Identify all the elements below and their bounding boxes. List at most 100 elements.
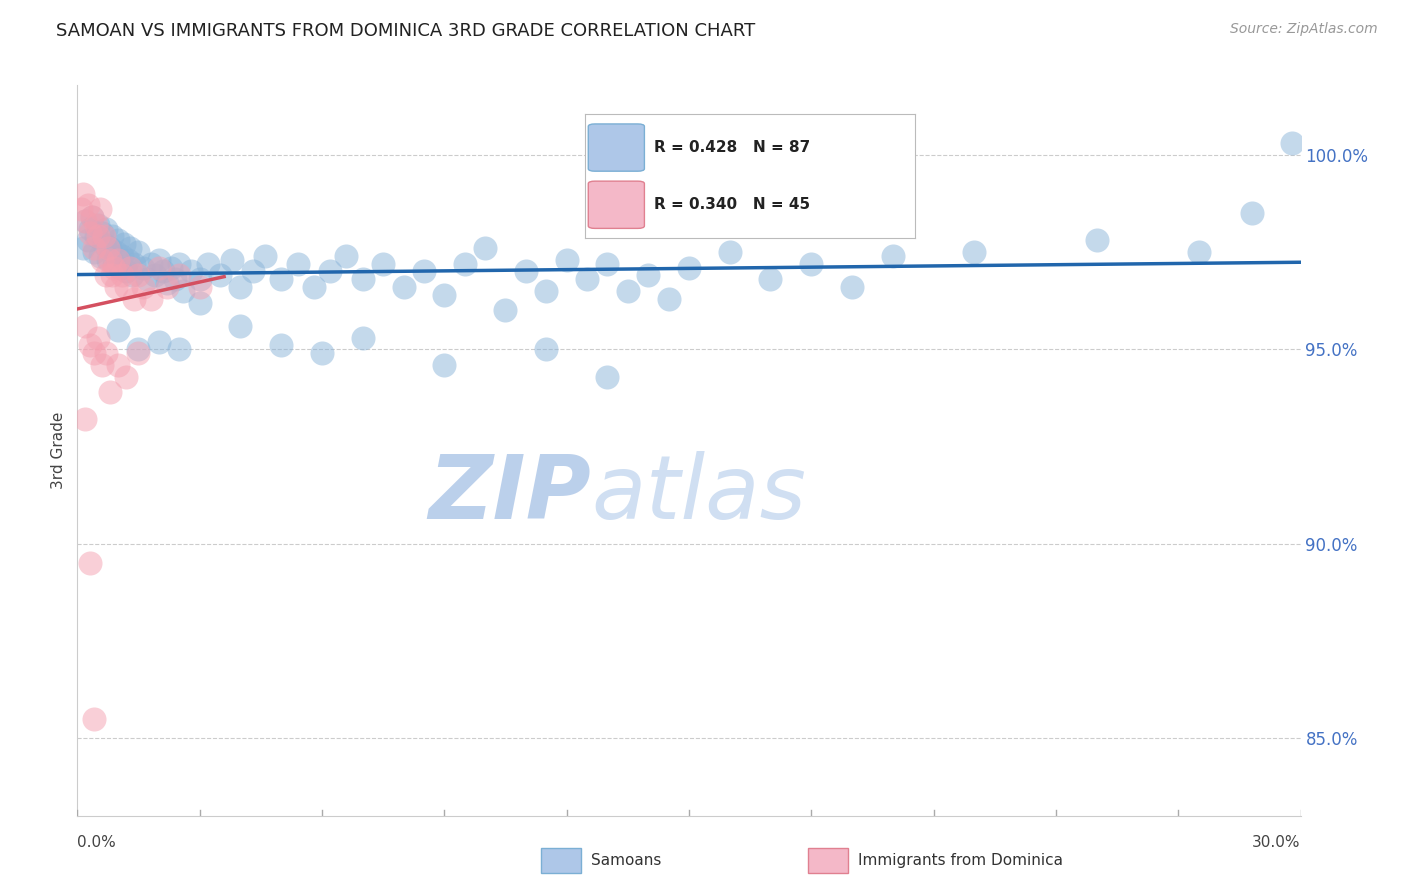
Point <box>120 241 142 255</box>
Point <box>352 331 374 345</box>
Point <box>253 249 276 263</box>
Point <box>169 268 191 283</box>
Point <box>172 284 194 298</box>
Point <box>678 260 700 275</box>
Point <box>76 198 98 212</box>
Point <box>515 264 537 278</box>
Point <box>103 260 125 275</box>
Point <box>1187 245 1209 260</box>
Point <box>617 284 640 298</box>
Point <box>117 252 139 267</box>
Point <box>413 264 436 278</box>
Point <box>83 241 105 255</box>
Point <box>156 276 179 290</box>
Point <box>90 252 112 267</box>
Point <box>84 229 107 244</box>
Point <box>221 252 243 267</box>
Point <box>165 272 187 286</box>
Point <box>371 257 394 271</box>
FancyBboxPatch shape <box>588 181 644 228</box>
Point <box>87 218 110 232</box>
Point <box>76 233 98 247</box>
Point <box>79 221 101 235</box>
Point <box>311 346 333 360</box>
Point <box>1240 206 1263 220</box>
Point <box>107 358 129 372</box>
Point <box>111 249 134 263</box>
Point <box>103 257 125 271</box>
Point <box>270 272 292 286</box>
Point <box>148 334 170 349</box>
Text: Source: ZipAtlas.com: Source: ZipAtlas.com <box>1230 22 1378 37</box>
Point <box>800 257 823 271</box>
Point <box>148 260 170 275</box>
Point <box>180 264 202 278</box>
Point <box>352 272 374 286</box>
Point <box>121 268 143 283</box>
Point <box>637 268 659 283</box>
Point <box>287 257 309 271</box>
Point <box>302 280 325 294</box>
Point <box>433 288 456 302</box>
Point <box>188 280 211 294</box>
Point <box>72 186 94 201</box>
Point <box>453 257 475 271</box>
Y-axis label: 3rd Grade: 3rd Grade <box>51 412 66 489</box>
Point <box>98 252 121 267</box>
Point <box>1085 233 1108 247</box>
Point <box>120 260 142 275</box>
Point <box>97 252 120 267</box>
Point <box>658 292 681 306</box>
Point <box>270 338 292 352</box>
Point <box>156 280 179 294</box>
Point <box>169 343 191 357</box>
Point <box>882 249 904 263</box>
Point <box>392 280 415 294</box>
Point <box>89 202 111 217</box>
Point <box>75 214 97 228</box>
Point <box>143 268 166 283</box>
Point <box>79 226 101 240</box>
Point <box>98 241 121 255</box>
Point <box>127 346 149 360</box>
Point <box>107 252 129 267</box>
Point <box>87 229 110 244</box>
Point <box>80 210 103 224</box>
Point <box>72 241 94 255</box>
Point <box>98 385 121 400</box>
Point <box>160 260 183 275</box>
Point <box>229 318 252 333</box>
Point <box>105 280 128 294</box>
Point <box>474 241 496 255</box>
Point <box>93 229 115 244</box>
Text: 30.0%: 30.0% <box>1253 836 1301 850</box>
Point <box>84 218 107 232</box>
Point <box>242 264 264 278</box>
Point <box>124 257 146 271</box>
Point <box>229 280 252 294</box>
Text: Samoans: Samoans <box>591 854 661 868</box>
Point <box>97 241 120 255</box>
Point <box>963 245 986 260</box>
Point <box>139 257 162 271</box>
Point <box>101 268 124 283</box>
Point <box>105 245 128 260</box>
Point <box>759 272 782 286</box>
Text: Immigrants from Dominica: Immigrants from Dominica <box>858 854 1063 868</box>
Point <box>208 268 231 283</box>
Point <box>188 295 211 310</box>
Point <box>75 214 97 228</box>
Point <box>197 257 219 271</box>
Point <box>94 268 117 283</box>
Text: atlas: atlas <box>591 451 806 537</box>
Point <box>107 323 129 337</box>
Point <box>495 303 517 318</box>
Point <box>148 252 170 267</box>
Point <box>131 280 153 294</box>
Text: ZIP: ZIP <box>429 450 591 538</box>
Point <box>112 237 135 252</box>
Text: R = 0.340   N = 45: R = 0.340 N = 45 <box>654 197 810 212</box>
Point <box>576 272 599 286</box>
Point <box>80 210 103 224</box>
Point <box>127 268 149 283</box>
